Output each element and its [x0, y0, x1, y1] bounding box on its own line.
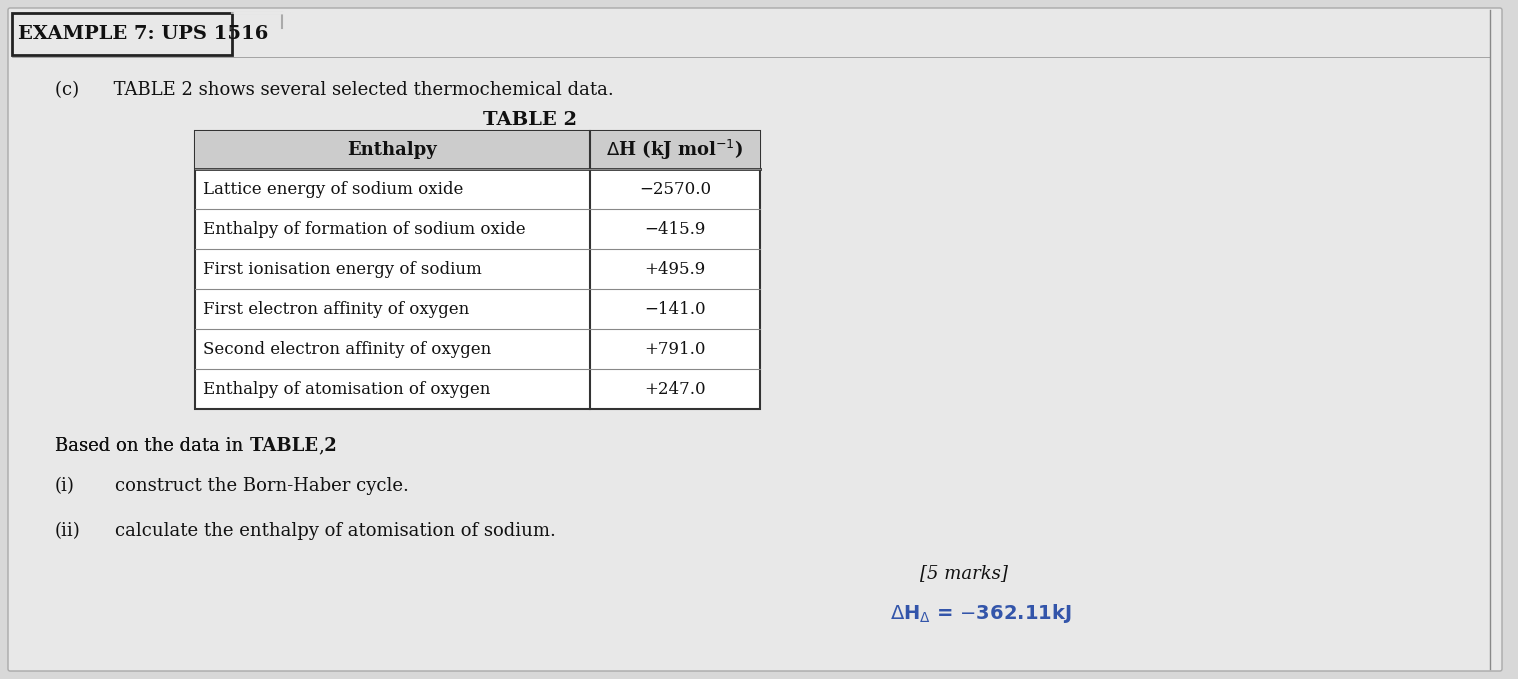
Text: (c)      TABLE 2 shows several selected thermochemical data.: (c) TABLE 2 shows several selected therm…	[55, 81, 613, 99]
FancyBboxPatch shape	[8, 8, 1501, 671]
Bar	[12, 13, 232, 55]
Text: Based on the data in: Based on the data in	[55, 437, 249, 455]
Text: −415.9: −415.9	[644, 221, 706, 238]
Text: Based on the data in: Based on the data in	[55, 437, 249, 455]
Text: ,: ,	[317, 437, 323, 455]
Bar	[194, 131, 761, 409]
Text: (ii): (ii)	[55, 522, 80, 540]
Text: Second electron affinity of oxygen: Second electron affinity of oxygen	[203, 340, 492, 358]
Text: +247.0: +247.0	[644, 380, 706, 397]
Text: EXAMPLE 7: UPS 1516: EXAMPLE 7: UPS 1516	[18, 25, 269, 43]
Text: +495.9: +495.9	[644, 261, 706, 278]
Text: −2570.0: −2570.0	[639, 181, 710, 198]
Text: (i): (i)	[55, 477, 74, 495]
Text: $\Delta$H$_\Delta$ = $-$362.11kJ: $\Delta$H$_\Delta$ = $-$362.11kJ	[890, 602, 1072, 625]
Text: Enthalpy of formation of sodium oxide: Enthalpy of formation of sodium oxide	[203, 221, 525, 238]
Text: Based on the data in: Based on the data in	[55, 437, 249, 455]
Text: First ionisation energy of sodium: First ionisation energy of sodium	[203, 261, 481, 278]
Text: $\Delta$H (kJ mol$^{-1}$): $\Delta$H (kJ mol$^{-1}$)	[606, 138, 744, 162]
Text: +791.0: +791.0	[644, 340, 706, 358]
Text: [5 marks]: [5 marks]	[920, 564, 1008, 582]
Text: Enthalpy: Enthalpy	[348, 141, 437, 159]
Text: Enthalpy of atomisation of oxygen: Enthalpy of atomisation of oxygen	[203, 380, 490, 397]
Text: calculate the enthalpy of atomisation of sodium.: calculate the enthalpy of atomisation of…	[115, 522, 556, 540]
Text: construct the Born-Haber cycle.: construct the Born-Haber cycle.	[115, 477, 408, 495]
Text: First electron affinity of oxygen: First electron affinity of oxygen	[203, 301, 469, 318]
Text: Lattice energy of sodium oxide: Lattice energy of sodium oxide	[203, 181, 463, 198]
Text: TABLE 2: TABLE 2	[483, 111, 577, 129]
Text: TABLE 2: TABLE 2	[250, 437, 337, 455]
Bar	[194, 131, 761, 169]
Text: −141.0: −141.0	[644, 301, 706, 318]
